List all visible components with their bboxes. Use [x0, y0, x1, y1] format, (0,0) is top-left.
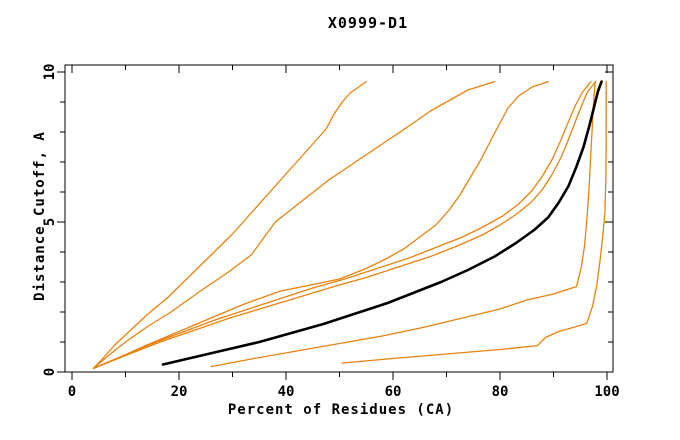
curve-model-4 — [92, 80, 592, 370]
y-axis-title: Distance Cutoff, A — [32, 131, 48, 301]
x-tick-label-80: 80 — [491, 384, 509, 400]
curve-model-5 — [92, 80, 597, 370]
y-tick-label-10: 10 — [42, 63, 58, 81]
curve-model-2 — [92, 80, 496, 370]
y-tick-label-0: 0 — [42, 367, 58, 377]
x-tick-label-100: 100 — [594, 384, 620, 400]
curve-model-3 — [92, 80, 549, 370]
chart-title: X0999-D1 — [327, 14, 409, 32]
x-tick-label-0: 0 — [67, 384, 77, 400]
curve-model-6 — [210, 80, 596, 368]
curve-reference-model — [161, 80, 603, 366]
curve-model-7 — [341, 80, 607, 364]
plot-frame — [64, 64, 614, 373]
y-tick-label-5: 5 — [42, 217, 58, 227]
x-tick-label-40: 40 — [277, 384, 295, 400]
x-tick-label-20: 20 — [170, 384, 188, 400]
x-tick-label-60: 60 — [384, 384, 402, 400]
x-axis-title: Percent of Residues (CA) — [227, 402, 455, 418]
curve-model-1 — [92, 80, 367, 370]
